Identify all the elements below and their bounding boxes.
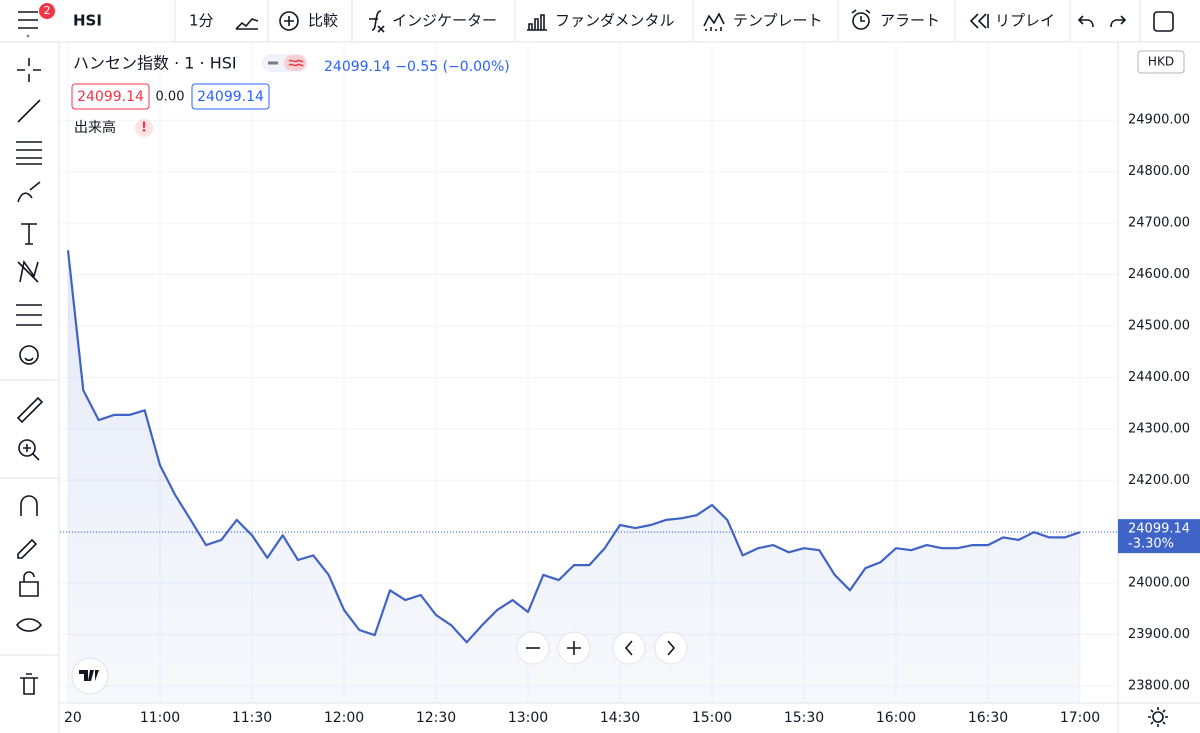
- toggle-wave: [288, 59, 304, 67]
- visibility-tool[interactable]: [15, 618, 43, 632]
- x-tick-label: 12:00: [324, 710, 364, 726]
- toolbar-item[interactable]: アラート: [880, 12, 940, 30]
- redo-icon[interactable]: [1110, 15, 1127, 28]
- y-tick-label: 24200.00: [1128, 473, 1190, 488]
- ask: 24099.14: [197, 89, 264, 105]
- fundamental-icon[interactable]: [527, 14, 547, 31]
- left-toolbar: [0, 58, 58, 695]
- scroll-right-button[interactable]: [654, 631, 688, 665]
- pattern-tool[interactable]: [17, 260, 39, 283]
- last-price-tag: [1118, 519, 1200, 554]
- x-tick-label: 11:30: [232, 710, 272, 726]
- warning: !: [141, 121, 147, 136]
- interval[interactable]: 1分: [189, 12, 214, 30]
- top-toolbar: [0, 0, 1200, 42]
- x-tick-label: 17:00: [1060, 710, 1100, 726]
- crosshair-tool[interactable]: [17, 58, 41, 82]
- legend-quote: 24099.14 −0.55 (−0.00%): [324, 59, 510, 75]
- zoom-tool[interactable]: [18, 439, 40, 461]
- emoji-tool[interactable]: [19, 345, 39, 365]
- layout-icon[interactable]: [1153, 11, 1174, 32]
- symbol[interactable]: HSI: [73, 12, 102, 30]
- zoom-in-button[interactable]: [557, 631, 591, 665]
- y-tick-label: 24700.00: [1128, 216, 1190, 231]
- x-tick-label: 12:30: [416, 710, 456, 726]
- warning-badge[interactable]: [135, 119, 153, 137]
- tv-logo[interactable]: [71, 657, 109, 695]
- toolbar-item[interactable]: 比較: [308, 12, 338, 30]
- lock-draw-tool[interactable]: [17, 538, 38, 559]
- currency-button[interactable]: [1137, 50, 1185, 74]
- forecast-tool[interactable]: [16, 304, 42, 326]
- x-tick-label: 15:00: [692, 710, 732, 726]
- y-tick-label: 24300.00: [1128, 421, 1190, 436]
- indicator-icon[interactable]: [369, 10, 385, 33]
- y-tick-label: 24600.00: [1128, 267, 1190, 282]
- toggle-active: [284, 55, 306, 71]
- compare-icon[interactable]: [279, 11, 299, 31]
- undo-icon[interactable]: [1077, 15, 1094, 28]
- axes: 23800.0023900.0024000.0024100.0024200.00…: [64, 113, 1200, 726]
- trendline-tool[interactable]: [17, 99, 41, 123]
- x-tick-label: 20: [64, 710, 82, 726]
- badge-count: 2: [44, 4, 51, 17]
- magnet-tool[interactable]: [20, 495, 38, 516]
- area-fill: [68, 250, 1080, 704]
- alert-icon[interactable]: [851, 9, 871, 30]
- scroll-left-button[interactable]: [612, 631, 646, 665]
- last-change: -3.30%: [1128, 537, 1174, 552]
- y-tick-label: 24000.00: [1128, 576, 1190, 591]
- y-tick-label: 24400.00: [1128, 370, 1190, 385]
- y-tick-label: 24800.00: [1128, 164, 1190, 179]
- settings-icon[interactable]: [1148, 707, 1168, 727]
- spread: 0.00: [156, 90, 185, 105]
- brush-tool[interactable]: [17, 181, 41, 203]
- x-tick-label: 15:30: [784, 710, 824, 726]
- chart-type-icon[interactable]: [235, 18, 259, 30]
- x-tick-label: 14:30: [600, 710, 640, 726]
- x-tick-label: 16:30: [968, 710, 1008, 726]
- bid: 24099.14: [77, 89, 144, 105]
- fib-tool[interactable]: [16, 141, 42, 165]
- text-tool[interactable]: [21, 223, 37, 245]
- template-icon[interactable]: [703, 12, 725, 31]
- zoom-out-button[interactable]: [516, 631, 550, 665]
- toolbar-item[interactable]: ファンダメンタル: [555, 12, 675, 30]
- replay-icon[interactable]: [969, 13, 989, 29]
- toolbar-separators: [174, 0, 1141, 42]
- y-tick-label: 23900.00: [1128, 627, 1190, 642]
- y-tick-label: 24900.00: [1128, 113, 1190, 128]
- bid-box: [71, 83, 150, 110]
- toolbar-item[interactable]: リプレイ: [995, 12, 1055, 30]
- x-tick-label: 13:00: [508, 710, 548, 726]
- plot: [60, 250, 1117, 704]
- currency: HKD: [1148, 55, 1174, 69]
- trash-tool[interactable]: [20, 673, 38, 695]
- lock-tool[interactable]: [19, 571, 39, 597]
- ruler-tool[interactable]: [16, 396, 44, 424]
- y-tick-label: 23800.00: [1128, 679, 1190, 694]
- x-tick-label: 16:00: [876, 710, 916, 726]
- volume-label: 出来高: [74, 119, 116, 136]
- price-line: [66, 250, 1081, 644]
- last-price: 24099.14: [1128, 522, 1190, 537]
- ask-box: [191, 83, 270, 110]
- x-tick-label: 11:00: [140, 710, 180, 726]
- y-tick-label: 24500.00: [1128, 318, 1190, 333]
- toolbar-item[interactable]: テンプレート: [733, 12, 823, 30]
- menu-button[interactable]: [18, 11, 38, 38]
- notification-badge: [39, 3, 55, 19]
- toolbar-item[interactable]: インジケーター: [392, 12, 497, 30]
- legend-title: ハンセン指数 · 1 · HSI: [73, 54, 237, 73]
